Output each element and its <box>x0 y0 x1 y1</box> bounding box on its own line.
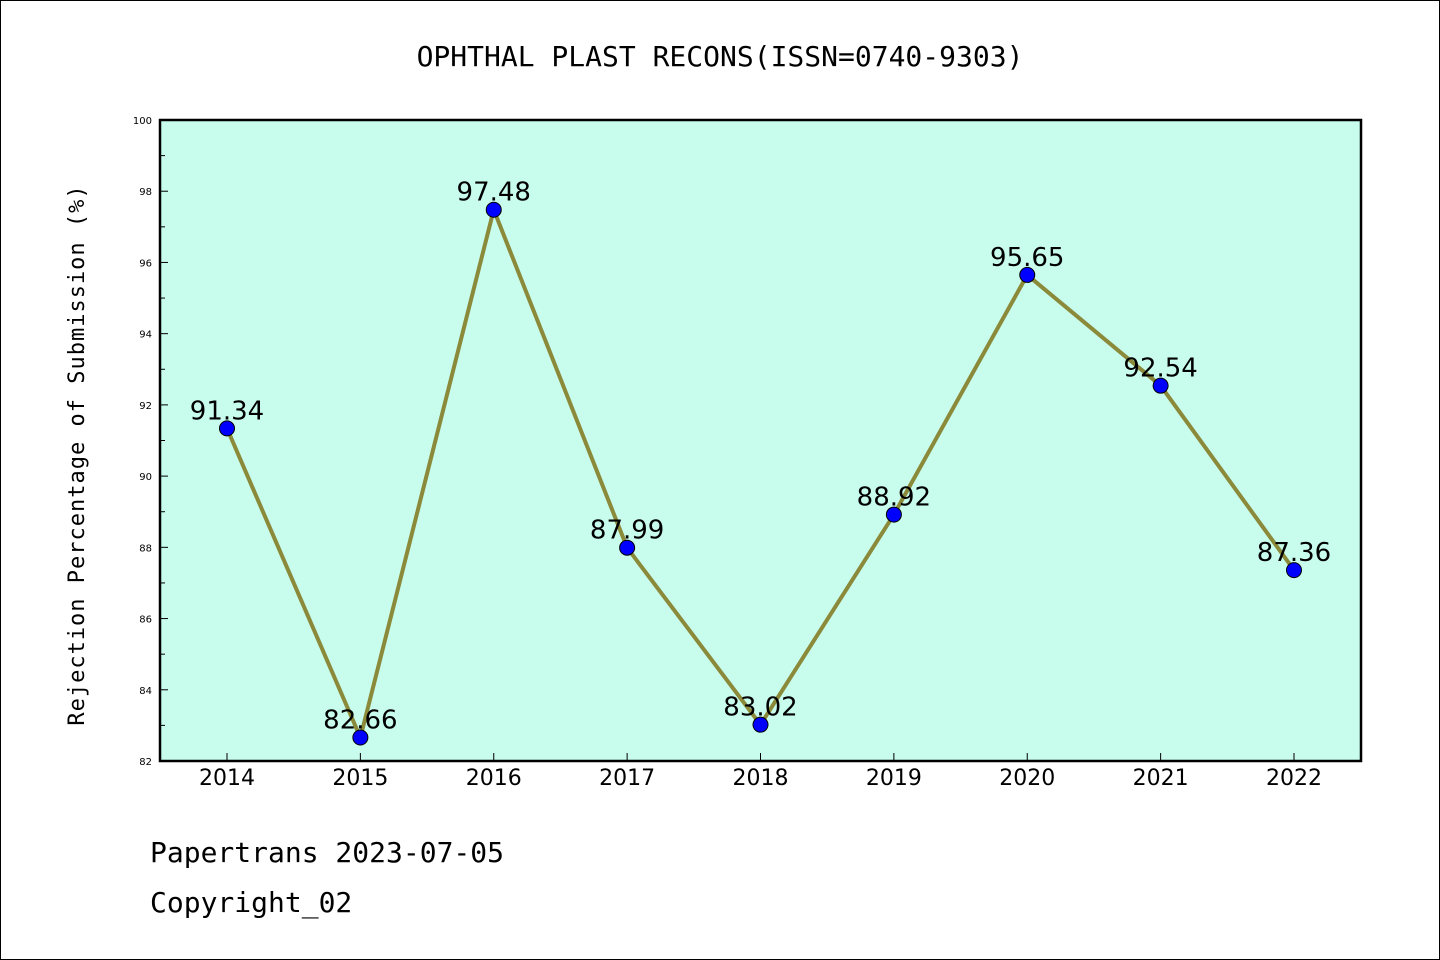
data-point-marker <box>619 539 636 556</box>
marker-group <box>219 201 1302 746</box>
y-tick-label: 86 <box>139 615 152 626</box>
data-point-marker <box>352 729 369 746</box>
x-tick-label: 2020 <box>999 766 1055 791</box>
data-label: 83.02 <box>723 693 797 723</box>
y-tick-label: 100 <box>133 116 152 127</box>
y-tick-label: 88 <box>139 543 152 554</box>
x-tick-label: 2022 <box>1266 766 1322 791</box>
y-tick-label: 92 <box>139 401 152 412</box>
data-label: 87.36 <box>1257 538 1331 568</box>
y-tick-label: 94 <box>139 330 152 341</box>
data-label: 88.92 <box>857 483 931 513</box>
data-point-marker <box>1019 266 1036 283</box>
y-tick-label: 98 <box>139 187 152 198</box>
data-point-marker <box>1286 562 1302 579</box>
data-label: 82.66 <box>323 705 397 735</box>
x-tick-label: 2016 <box>466 766 522 791</box>
data-label: 87.99 <box>590 516 664 546</box>
x-tick-label: 2017 <box>599 766 655 791</box>
y-tick-label: 96 <box>139 258 152 269</box>
y-tick-label: 90 <box>139 472 152 483</box>
x-tick-label: 2021 <box>1133 766 1189 791</box>
data-label: 95.65 <box>990 243 1064 273</box>
data-label-group: 91.34 82.66 97.48 87.99 83.02 88.92 95.65 92.54… <box>190 178 1331 736</box>
footer-source: Papertrans 2023-07-05 <box>150 836 505 869</box>
data-point-marker <box>485 201 502 218</box>
footer-copyright: Copyright_02 <box>150 886 353 919</box>
data-point-marker <box>1152 377 1169 394</box>
plot-area <box>160 120 1361 761</box>
data-label: 92.54 <box>1123 354 1197 384</box>
x-tick-label: 2019 <box>866 766 922 791</box>
data-point-marker <box>752 716 769 733</box>
y-axis-label: Rejection Percentage of Submission (%) <box>65 184 90 725</box>
x-tick-label: 2014 <box>199 766 255 791</box>
y-tick-label: 84 <box>139 686 152 697</box>
data-label: 97.48 <box>457 178 531 208</box>
x-tick-label: 2015 <box>332 766 388 791</box>
y-tick-label: 82 <box>139 757 152 768</box>
data-label: 91.34 <box>190 396 264 426</box>
x-axis: 2014 2015 2016 2017 2018 2019 2020 2021 2022 <box>199 753 1322 791</box>
plot-border <box>158 118 1363 763</box>
data-point-marker <box>885 506 902 523</box>
chart-title: OPHTHAL PLAST RECONS(ISSN=0740-9303) <box>417 40 1024 73</box>
data-point-marker <box>219 420 235 437</box>
x-tick-label: 2018 <box>733 766 789 791</box>
